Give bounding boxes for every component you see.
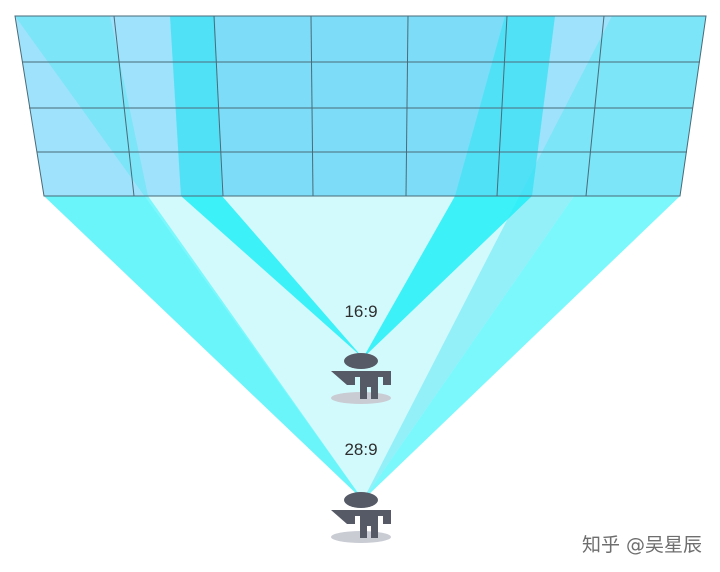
far-viewer-beams — [15, 16, 706, 500]
near-ratio-label: 16:9 — [344, 302, 377, 321]
near-beam-right-wall — [455, 16, 555, 196]
watermark-text: 知乎 @吴星辰 — [582, 534, 702, 556]
far-ratio-label: 28:9 — [344, 440, 377, 459]
person-head — [344, 353, 378, 369]
far-beam-right-floor — [363, 196, 680, 500]
near-beam-left-floor — [181, 196, 363, 358]
far-beam-right — [363, 16, 706, 500]
near-beam-right-floor — [363, 196, 532, 358]
near-beam-wall — [170, 16, 555, 196]
near-beam-left-wall — [170, 16, 222, 196]
near-viewer-person-icon — [331, 353, 391, 404]
video-wall-grid — [14, 15, 707, 197]
near-viewer-beams — [170, 16, 555, 358]
person-body — [331, 510, 391, 538]
far-viewer-person-icon — [331, 492, 391, 543]
person-head — [344, 492, 378, 508]
far-beam-left-floor — [44, 196, 363, 500]
person-body — [331, 371, 391, 399]
